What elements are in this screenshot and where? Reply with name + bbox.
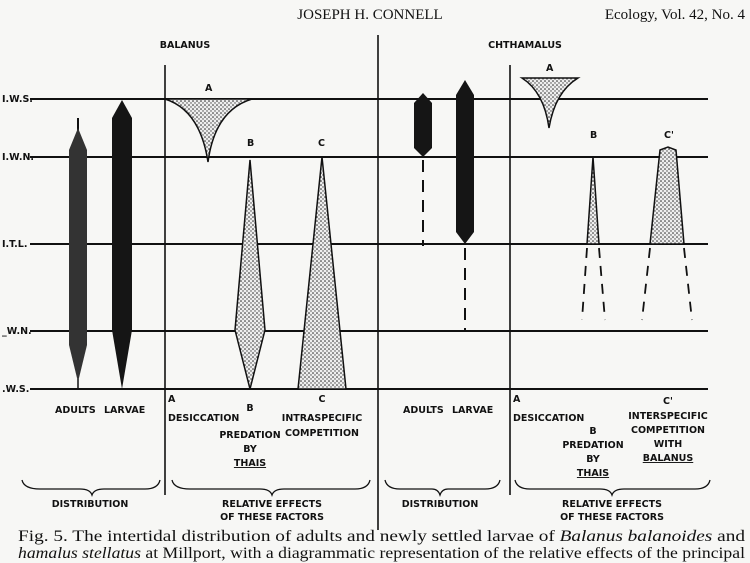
of-these-factors-label-right: OF THESE FACTORS <box>560 512 664 523</box>
svg-text:I.T.L.: I.T.L. <box>2 239 27 250</box>
competition-label-right: COMPETITION <box>631 425 705 436</box>
b-label: B <box>246 403 253 414</box>
by-label-right: BY <box>586 454 600 465</box>
balanus-larvae-bar <box>112 100 132 389</box>
desiccation-label: DESICCATION <box>168 413 239 424</box>
distribution-label: DISTRIBUTION <box>52 499 129 510</box>
balanus-desiccation-shape <box>164 98 253 163</box>
svg-text:I.W.N.: I.W.N. <box>2 152 34 163</box>
of-these-factors-label: OF THESE FACTORS <box>220 512 324 523</box>
chthamalus-adults-bar <box>414 93 432 157</box>
a-label: A <box>168 394 176 405</box>
label-c: C <box>318 138 325 149</box>
with-label: WITH <box>654 439 682 450</box>
caption-line-2: hamalus stellatus at Millport, with a di… <box>18 545 746 562</box>
chthamalus-predation-shape <box>586 156 600 245</box>
author-header: JOSEPH H. CONNELL <box>297 7 442 23</box>
svg-text:I.W.S.: I.W.S. <box>2 94 33 105</box>
balanus-predation-shape <box>234 159 266 390</box>
label-c-right: C' <box>664 130 674 141</box>
predation-label: PREDATION <box>219 430 280 441</box>
label-b: B <box>247 138 254 149</box>
thais-label: THAIS <box>234 458 266 469</box>
chthamalus-desiccation-shape <box>519 77 581 129</box>
chthamalus-larvae-bar <box>456 80 474 244</box>
tide-level-lines <box>30 98 708 390</box>
species-balanus: BALANUS <box>160 40 211 51</box>
column-dividers <box>164 35 511 530</box>
distribution-label-right: DISTRIBUTION <box>402 499 479 510</box>
label-b-right: B <box>590 130 597 141</box>
b-label-right: B <box>589 426 596 437</box>
caption-line-1: Fig. 5. The intertidal distribution of a… <box>18 528 745 545</box>
svg-text:_W.N.: _W.N. <box>2 326 32 337</box>
relative-effects-label-right: RELATIVE EFFECTS <box>562 499 662 510</box>
adults-label: ADULTS <box>55 405 96 416</box>
grouping-braces <box>21 479 711 498</box>
journal-header: Ecology, Vol. 42, No. 4 <box>605 7 746 23</box>
relative-effects-label: RELATIVE EFFECTS <box>222 499 322 510</box>
label-a-right: A <box>546 63 554 74</box>
larvae-label: LARVAE <box>104 405 145 416</box>
c-label-right: C' <box>663 396 673 407</box>
balanus-competition-shape <box>297 156 347 390</box>
label-a: A <box>205 83 213 94</box>
tide-level-labels: I.W.S. I.W.N. I.T.L. _W.N. .W.S. <box>2 94 34 395</box>
adults-label-right: ADULTS <box>403 405 444 416</box>
competition-label: COMPETITION <box>285 428 359 439</box>
interspecific-label: INTERSPECIFIC <box>628 411 708 422</box>
species-chthamalus: CHTHAMALUS <box>488 40 562 51</box>
desiccation-label-right: DESICCATION <box>513 413 584 424</box>
thais-label-right: THAIS <box>577 468 609 479</box>
chthamalus-competition-shape <box>649 146 685 245</box>
c-label: C <box>319 394 326 405</box>
larvae-label-right: LARVAE <box>452 405 493 416</box>
predation-label-right: PREDATION <box>562 440 623 451</box>
balanus-label: BALANUS <box>643 453 694 464</box>
balanus-adults-bar <box>69 128 87 378</box>
intraspecific-label: INTRASPECIFIC <box>282 413 362 424</box>
a-label-right: A <box>513 394 521 405</box>
by-label: BY <box>243 444 257 455</box>
svg-text:.W.S.: .W.S. <box>2 384 29 395</box>
